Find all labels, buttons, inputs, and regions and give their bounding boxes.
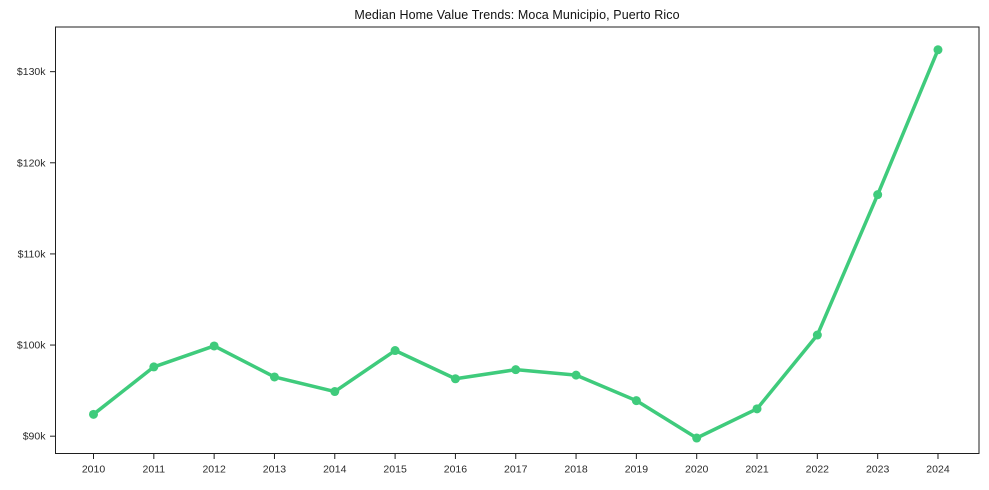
y-tick-label: $100k	[17, 340, 46, 352]
data-point-marker	[631, 396, 641, 406]
data-point-marker	[330, 387, 340, 397]
data-point-marker	[209, 341, 219, 351]
data-point-marker	[752, 404, 762, 414]
x-tick-label: 2024	[926, 464, 950, 476]
x-tick-label: 2016	[444, 464, 468, 476]
x-tick-label: 2020	[685, 464, 709, 476]
data-point-marker	[89, 409, 99, 419]
x-tick-label: 2019	[625, 464, 649, 476]
x-tick-label: 2014	[323, 464, 347, 476]
x-tick-label: 2017	[504, 464, 528, 476]
x-tick-label: 2022	[806, 464, 830, 476]
data-point-marker	[873, 190, 883, 200]
y-tick-label: $120k	[17, 157, 46, 169]
series-line	[91, 48, 940, 440]
x-tick-label: 2012	[202, 464, 226, 476]
x-tick-label: 2021	[745, 464, 769, 476]
data-point-marker	[269, 372, 279, 382]
x-tick-label: 2010	[82, 464, 106, 476]
chart-title: Median Home Value Trends: Moca Municipio…	[354, 8, 680, 22]
data-point-marker	[933, 45, 943, 55]
y-tick-label: $130k	[17, 66, 46, 78]
x-tick-label: 2018	[564, 464, 588, 476]
x-tick-label: 2013	[263, 464, 287, 476]
data-point-marker	[571, 370, 581, 380]
x-tick-label: 2015	[383, 464, 407, 476]
data-point-marker	[812, 330, 822, 340]
data-point-marker	[450, 374, 460, 384]
data-point-marker	[149, 362, 159, 372]
data-point-marker	[692, 433, 702, 443]
plot-border	[55, 26, 980, 454]
x-tick-label: 2023	[866, 464, 890, 476]
data-point-marker	[390, 346, 400, 356]
x-tick-label: 2011	[143, 464, 166, 476]
data-point-marker	[511, 365, 521, 375]
y-tick-label: $110k	[18, 248, 47, 260]
y-tick-label: $90k	[23, 431, 47, 443]
